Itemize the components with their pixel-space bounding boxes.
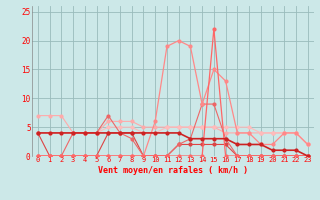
X-axis label: Vent moyen/en rafales ( km/h ): Vent moyen/en rafales ( km/h ) [98, 166, 248, 175]
